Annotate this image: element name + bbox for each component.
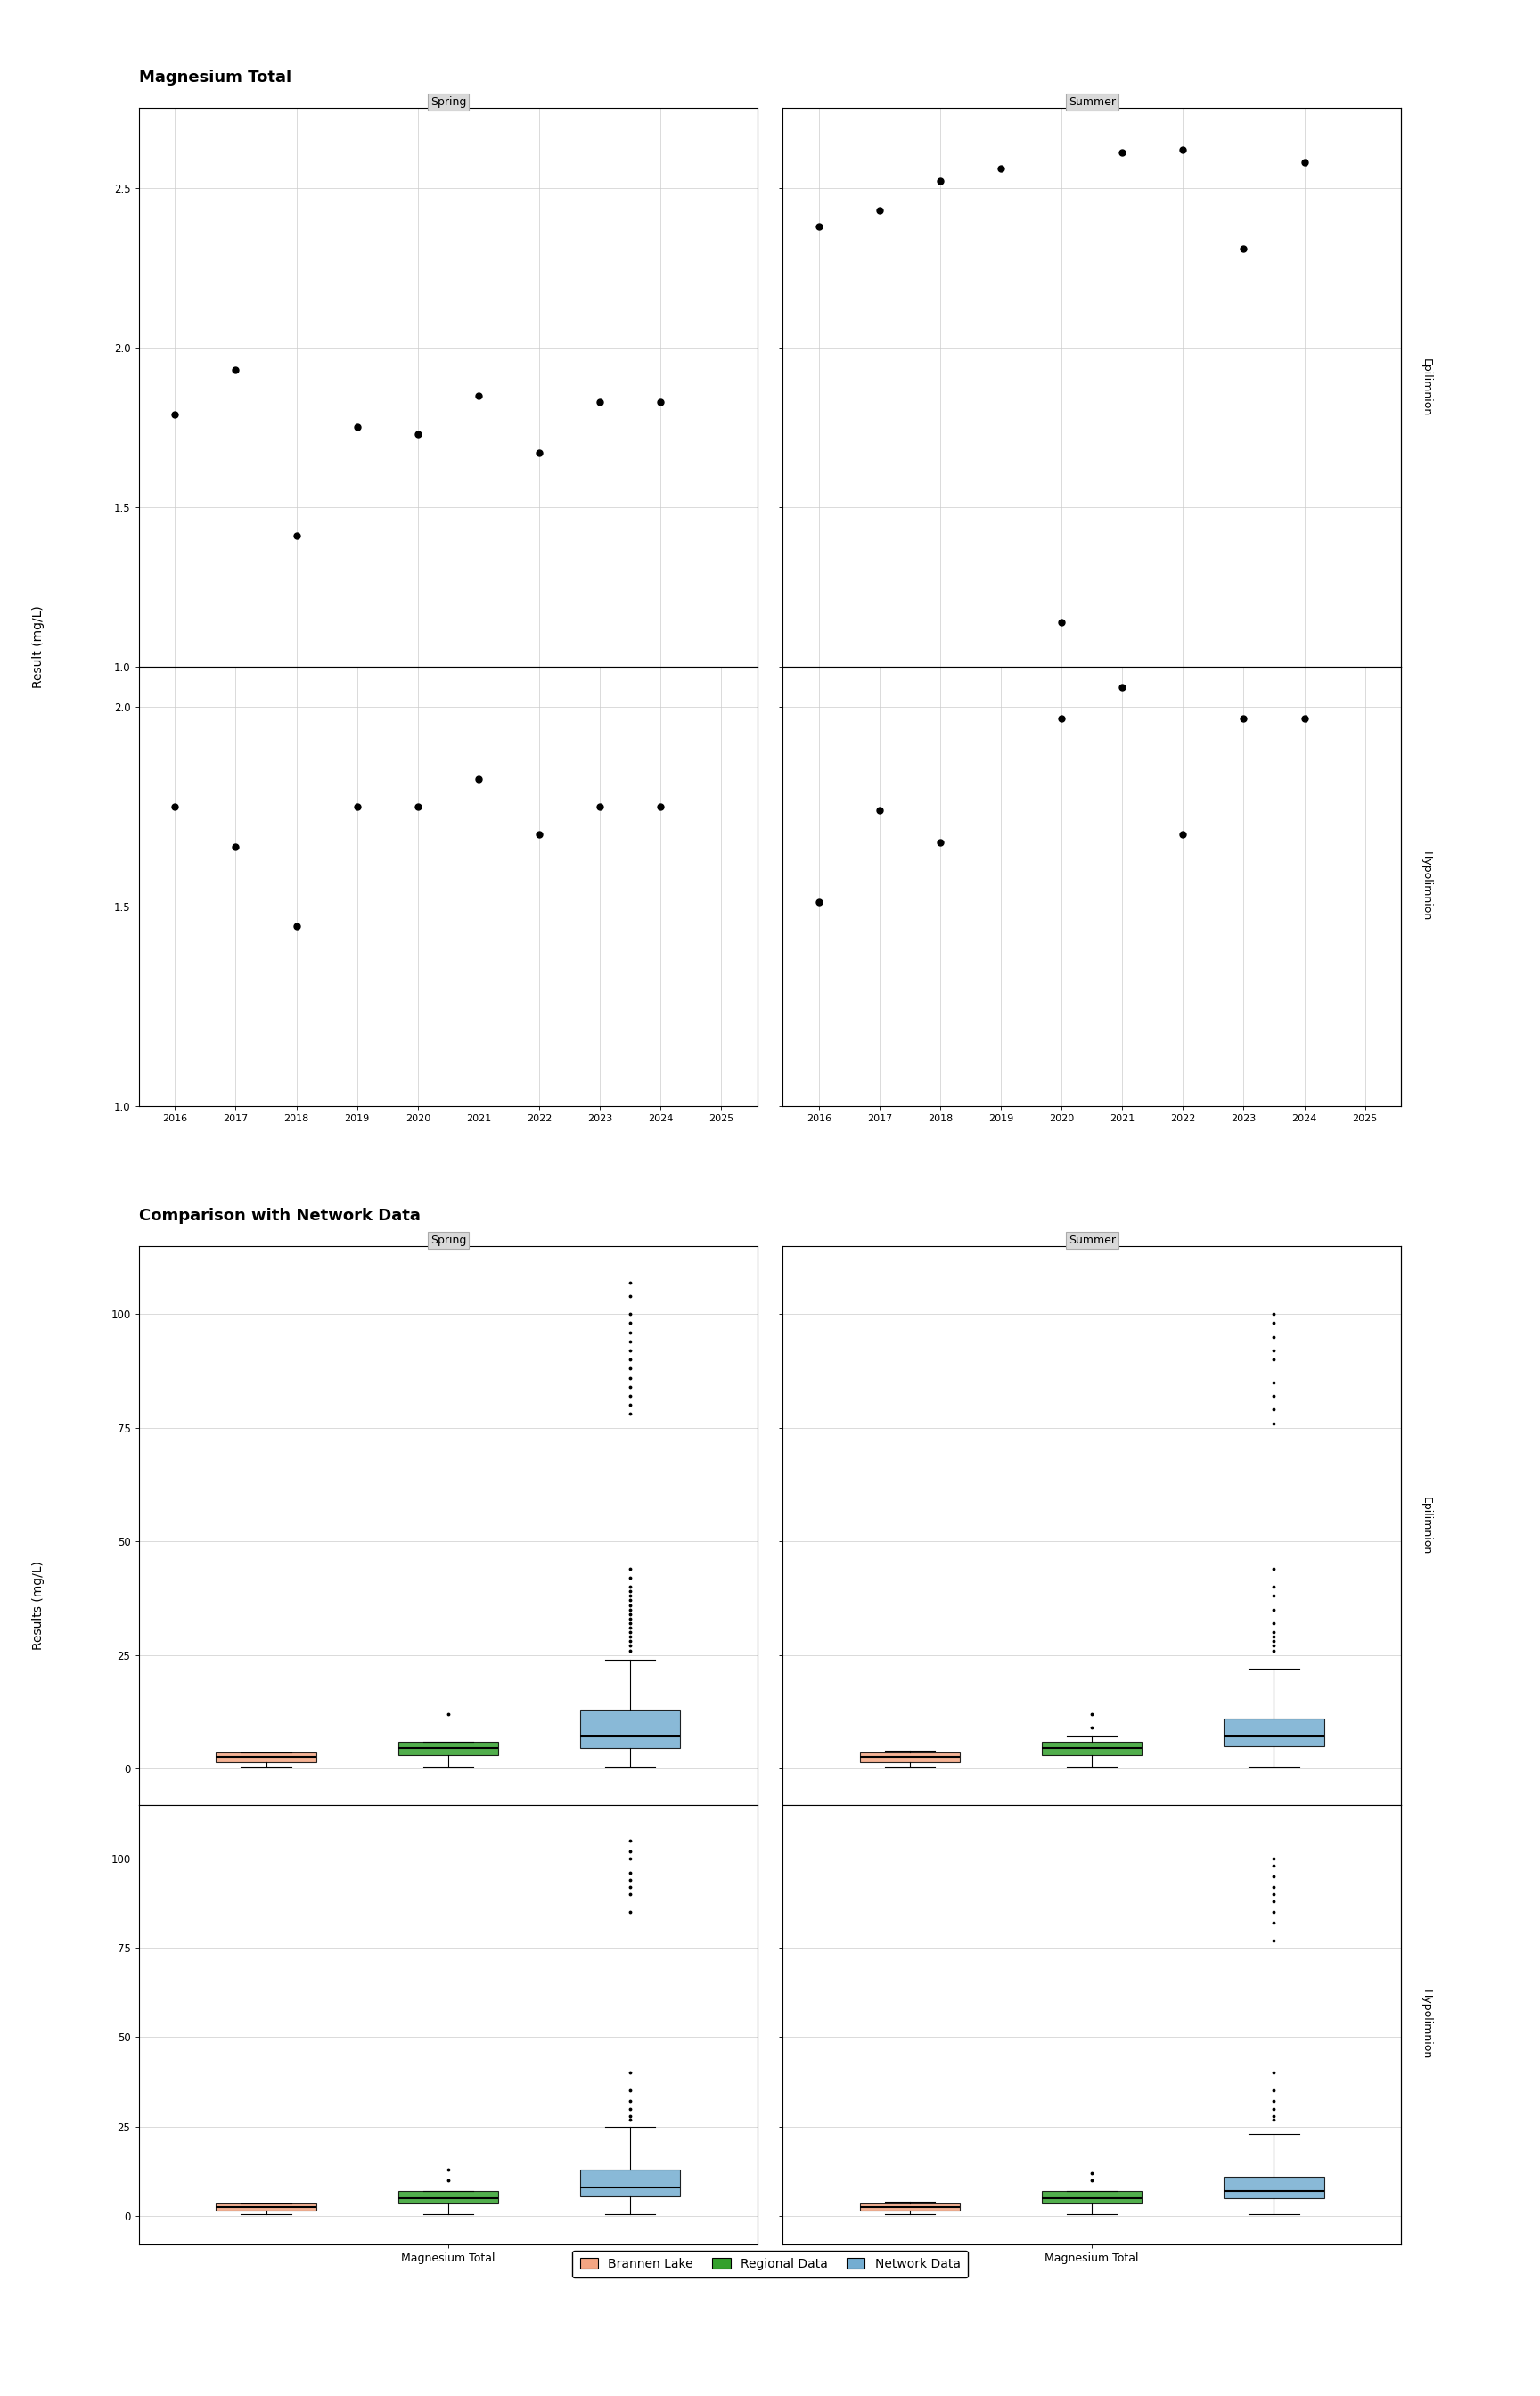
Point — [405, 788, 430, 827]
PathPatch shape — [1043, 1742, 1143, 1754]
Text: Comparison with Network Data: Comparison with Network Data — [139, 1208, 420, 1224]
Point — [163, 788, 188, 827]
Y-axis label: Hypolimnion: Hypolimnion — [1420, 851, 1432, 922]
PathPatch shape — [859, 2204, 959, 2212]
Point — [648, 383, 673, 422]
Point — [1292, 700, 1317, 738]
Text: Results (mg/L): Results (mg/L) — [32, 1560, 45, 1651]
Title: Summer: Summer — [1069, 96, 1115, 108]
Point — [345, 407, 370, 446]
Text: Magnesium Total: Magnesium Total — [139, 69, 291, 86]
Point — [1049, 700, 1073, 738]
Point — [588, 383, 613, 422]
Point — [467, 760, 491, 798]
Y-axis label: Epilimnion: Epilimnion — [1420, 1498, 1432, 1555]
Point — [527, 434, 551, 472]
Point — [927, 163, 952, 201]
Y-axis label: Hypolimnion: Hypolimnion — [1420, 1989, 1432, 2061]
PathPatch shape — [216, 1754, 316, 1761]
Point — [1292, 144, 1317, 182]
PathPatch shape — [397, 2190, 497, 2204]
Point — [1110, 134, 1135, 173]
Legend: Brannen Lake, Regional Data, Network Data: Brannen Lake, Regional Data, Network Dat… — [573, 2250, 967, 2279]
Point — [163, 395, 188, 434]
Y-axis label: Epilimnion: Epilimnion — [1420, 359, 1432, 417]
Point — [1232, 230, 1257, 268]
Point — [807, 884, 832, 922]
Point — [283, 908, 308, 946]
PathPatch shape — [581, 2168, 681, 2197]
Point — [867, 192, 892, 230]
Text: Result (mg/L): Result (mg/L) — [32, 606, 45, 688]
Point — [1110, 668, 1135, 707]
PathPatch shape — [859, 1754, 959, 1761]
Point — [345, 788, 370, 827]
Title: Summer: Summer — [1069, 1234, 1115, 1246]
Title: Spring: Spring — [430, 1234, 467, 1246]
Point — [283, 518, 308, 556]
Point — [989, 1150, 1013, 1188]
Point — [807, 206, 832, 244]
Point — [867, 791, 892, 829]
Point — [467, 376, 491, 415]
Point — [989, 149, 1013, 187]
PathPatch shape — [1224, 1718, 1324, 1747]
Point — [1170, 129, 1195, 168]
Point — [1232, 700, 1257, 738]
PathPatch shape — [1043, 2190, 1143, 2204]
PathPatch shape — [397, 1742, 497, 1754]
Title: Spring: Spring — [430, 96, 467, 108]
Point — [1049, 604, 1073, 642]
Point — [1170, 815, 1195, 853]
Point — [405, 415, 430, 453]
Point — [223, 827, 248, 865]
Point — [223, 350, 248, 388]
PathPatch shape — [216, 2204, 316, 2212]
Point — [588, 788, 613, 827]
Point — [927, 824, 952, 863]
Point — [648, 788, 673, 827]
PathPatch shape — [1224, 2176, 1324, 2197]
PathPatch shape — [581, 1708, 681, 1749]
Point — [527, 815, 551, 853]
